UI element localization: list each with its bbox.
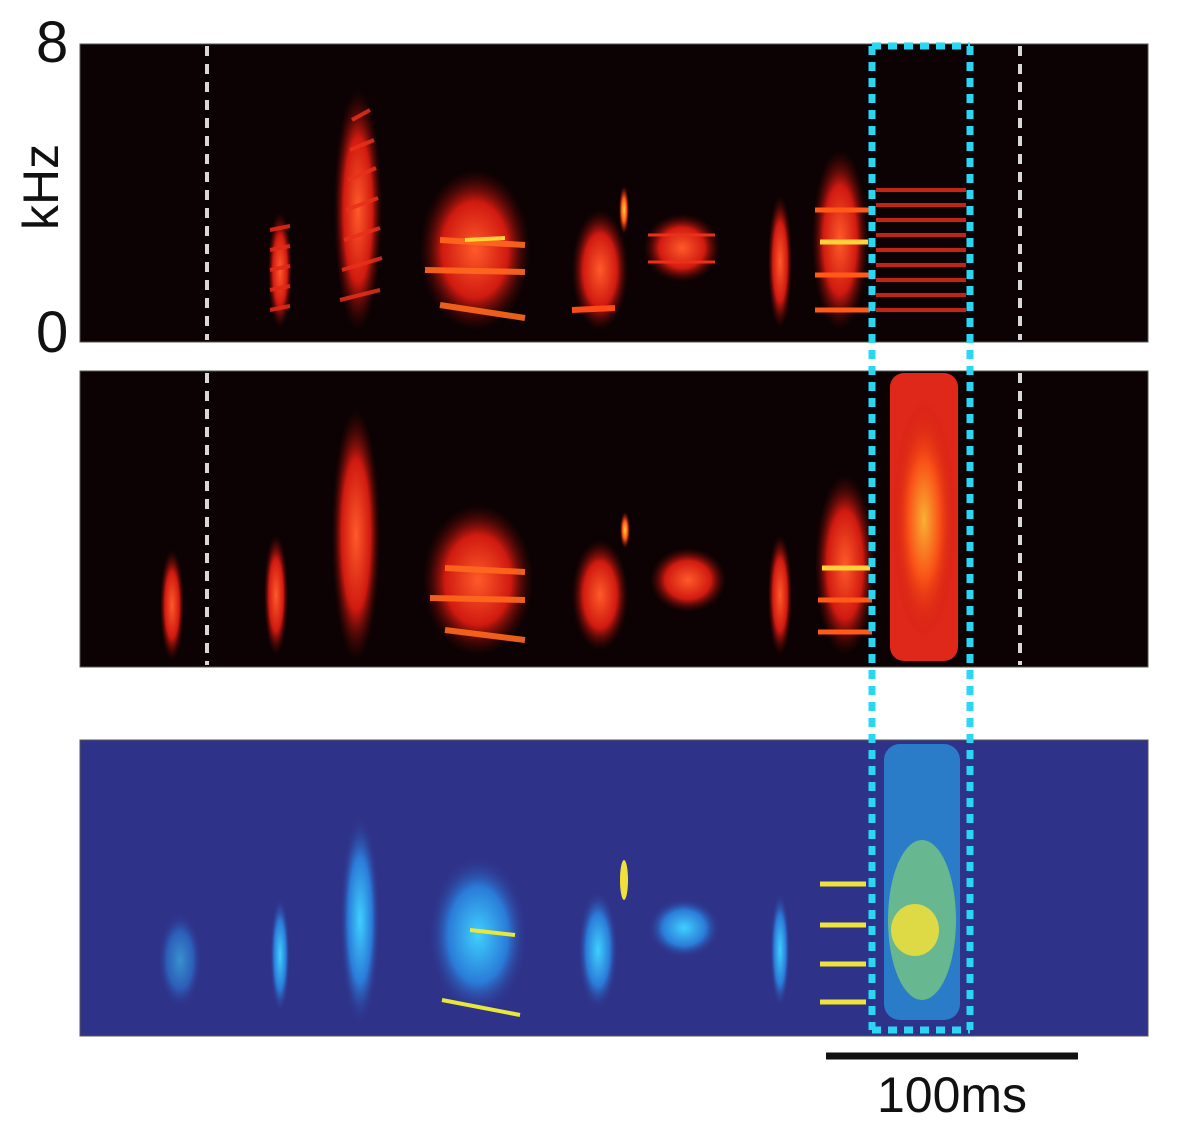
highlight-box — [868, 42, 974, 1034]
top-panel-syllables — [268, 90, 966, 330]
y-axis-label: kHz — [13, 143, 69, 230]
y-axis-max-label: 8 — [36, 10, 69, 75]
y-axis-min-label: 0 — [36, 300, 69, 365]
bottom-panel-syllables — [158, 744, 960, 1025]
marker-lines — [205, 46, 1022, 665]
scale-bar-label: 100ms — [876, 1067, 1028, 1123]
spectrogram-bottom — [79, 739, 1149, 1037]
middle-panel-syllables — [160, 373, 958, 661]
